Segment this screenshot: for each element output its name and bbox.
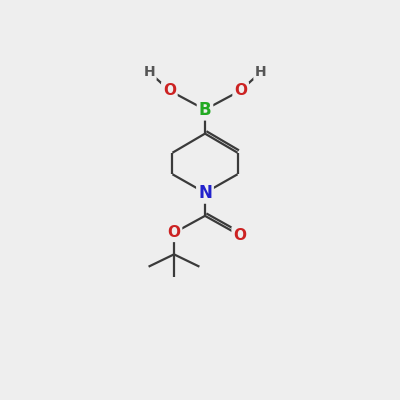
Text: H: H: [143, 65, 155, 79]
Text: O: O: [233, 228, 246, 243]
Text: O: O: [168, 225, 180, 240]
Text: O: O: [234, 83, 247, 98]
Text: N: N: [198, 184, 212, 202]
Text: O: O: [163, 83, 176, 98]
Text: H: H: [255, 65, 267, 79]
Text: B: B: [199, 101, 211, 119]
